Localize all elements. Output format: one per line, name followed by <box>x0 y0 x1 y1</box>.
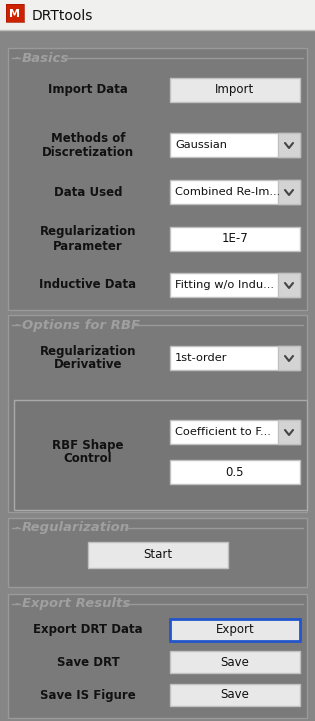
Bar <box>278 133 300 157</box>
Text: Fitting w/o Indu...: Fitting w/o Indu... <box>175 280 274 290</box>
Text: -: - <box>14 598 19 611</box>
Bar <box>278 273 300 297</box>
Bar <box>170 684 300 706</box>
Bar <box>170 273 300 297</box>
Bar <box>170 133 300 157</box>
Text: 0.5: 0.5 <box>226 466 244 479</box>
Bar <box>278 420 300 444</box>
Bar <box>170 180 300 204</box>
Text: 1E-7: 1E-7 <box>222 232 248 245</box>
Bar <box>8 48 307 310</box>
Bar <box>8 594 307 718</box>
Text: -: - <box>14 521 19 534</box>
Bar <box>170 651 300 673</box>
Bar <box>14 400 307 510</box>
Text: Discretization: Discretization <box>42 146 134 159</box>
Text: Save IS Figure: Save IS Figure <box>40 689 136 702</box>
Bar <box>170 78 300 102</box>
Bar <box>6 4 24 22</box>
Bar <box>8 518 307 587</box>
Text: Save: Save <box>220 689 249 702</box>
Bar <box>170 460 300 484</box>
Text: Save DRT: Save DRT <box>57 655 119 668</box>
Text: Regularization: Regularization <box>40 345 136 358</box>
Text: Export Results: Export Results <box>22 598 130 611</box>
Text: Save: Save <box>220 655 249 668</box>
Text: RBF Shape: RBF Shape <box>52 438 124 451</box>
Text: Combined Re-Im...: Combined Re-Im... <box>175 187 280 197</box>
Bar <box>170 227 300 251</box>
Bar <box>278 180 300 204</box>
Text: Inductive Data: Inductive Data <box>39 278 137 291</box>
Text: Coefficient to F...: Coefficient to F... <box>175 427 271 437</box>
Text: -: - <box>14 319 19 332</box>
Bar <box>6 4 24 22</box>
Text: Regularization: Regularization <box>40 226 136 239</box>
Text: Gaussian: Gaussian <box>175 140 227 150</box>
Bar <box>170 619 300 641</box>
Text: M: M <box>9 9 20 19</box>
Text: Export: Export <box>216 624 255 637</box>
Bar <box>170 346 300 370</box>
Bar <box>8 315 307 512</box>
Text: Import Data: Import Data <box>48 84 128 97</box>
Text: Import: Import <box>215 84 255 97</box>
Text: -: - <box>14 51 19 64</box>
Text: Control: Control <box>64 453 112 466</box>
Text: Options for RBF: Options for RBF <box>22 319 140 332</box>
Text: Data Used: Data Used <box>54 185 122 198</box>
Bar <box>170 420 300 444</box>
Text: Start: Start <box>143 549 172 562</box>
Text: 1st-order: 1st-order <box>175 353 227 363</box>
Text: Regularization: Regularization <box>22 521 130 534</box>
Text: Parameter: Parameter <box>53 239 123 252</box>
Text: Basics: Basics <box>22 51 69 64</box>
Bar <box>0 0 315 30</box>
Text: Methods of: Methods of <box>51 131 125 144</box>
Bar <box>278 346 300 370</box>
Text: Export DRT Data: Export DRT Data <box>33 624 143 637</box>
Bar <box>88 542 227 568</box>
Text: DRTtools: DRTtools <box>32 9 93 23</box>
Text: Derivative: Derivative <box>54 358 122 371</box>
